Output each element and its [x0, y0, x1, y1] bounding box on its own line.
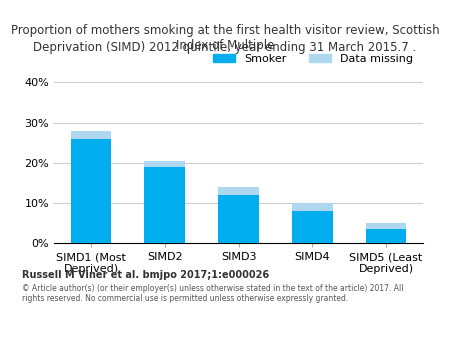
Bar: [292, 211, 333, 243]
Text: BMJ Paediatrics Open: BMJ Paediatrics Open: [340, 305, 425, 311]
Text: © Article author(s) (or their employer(s) unless otherwise stated in the text of: © Article author(s) (or their employer(s…: [22, 284, 404, 303]
Text: Proportion of mothers smoking at the first health visitor review, Scottish Index: Proportion of mothers smoking at the fir…: [11, 24, 439, 52]
Bar: [71, 131, 111, 139]
Bar: [366, 229, 406, 243]
Bar: [144, 161, 185, 167]
Text: Russell M Viner et al. bmjpo 2017;1:e000026: Russell M Viner et al. bmjpo 2017;1:e000…: [22, 270, 270, 281]
Legend: Smoker, Data missing: Smoker, Data missing: [209, 49, 418, 68]
Text: Deprivation (SIMD) 2012 quintile, year ending 31 March 2015.7 .: Deprivation (SIMD) 2012 quintile, year e…: [33, 41, 417, 53]
Bar: [218, 195, 259, 243]
Bar: [71, 139, 111, 243]
Bar: [144, 167, 185, 243]
Bar: [292, 203, 333, 211]
Bar: [218, 187, 259, 195]
Bar: [366, 223, 406, 229]
